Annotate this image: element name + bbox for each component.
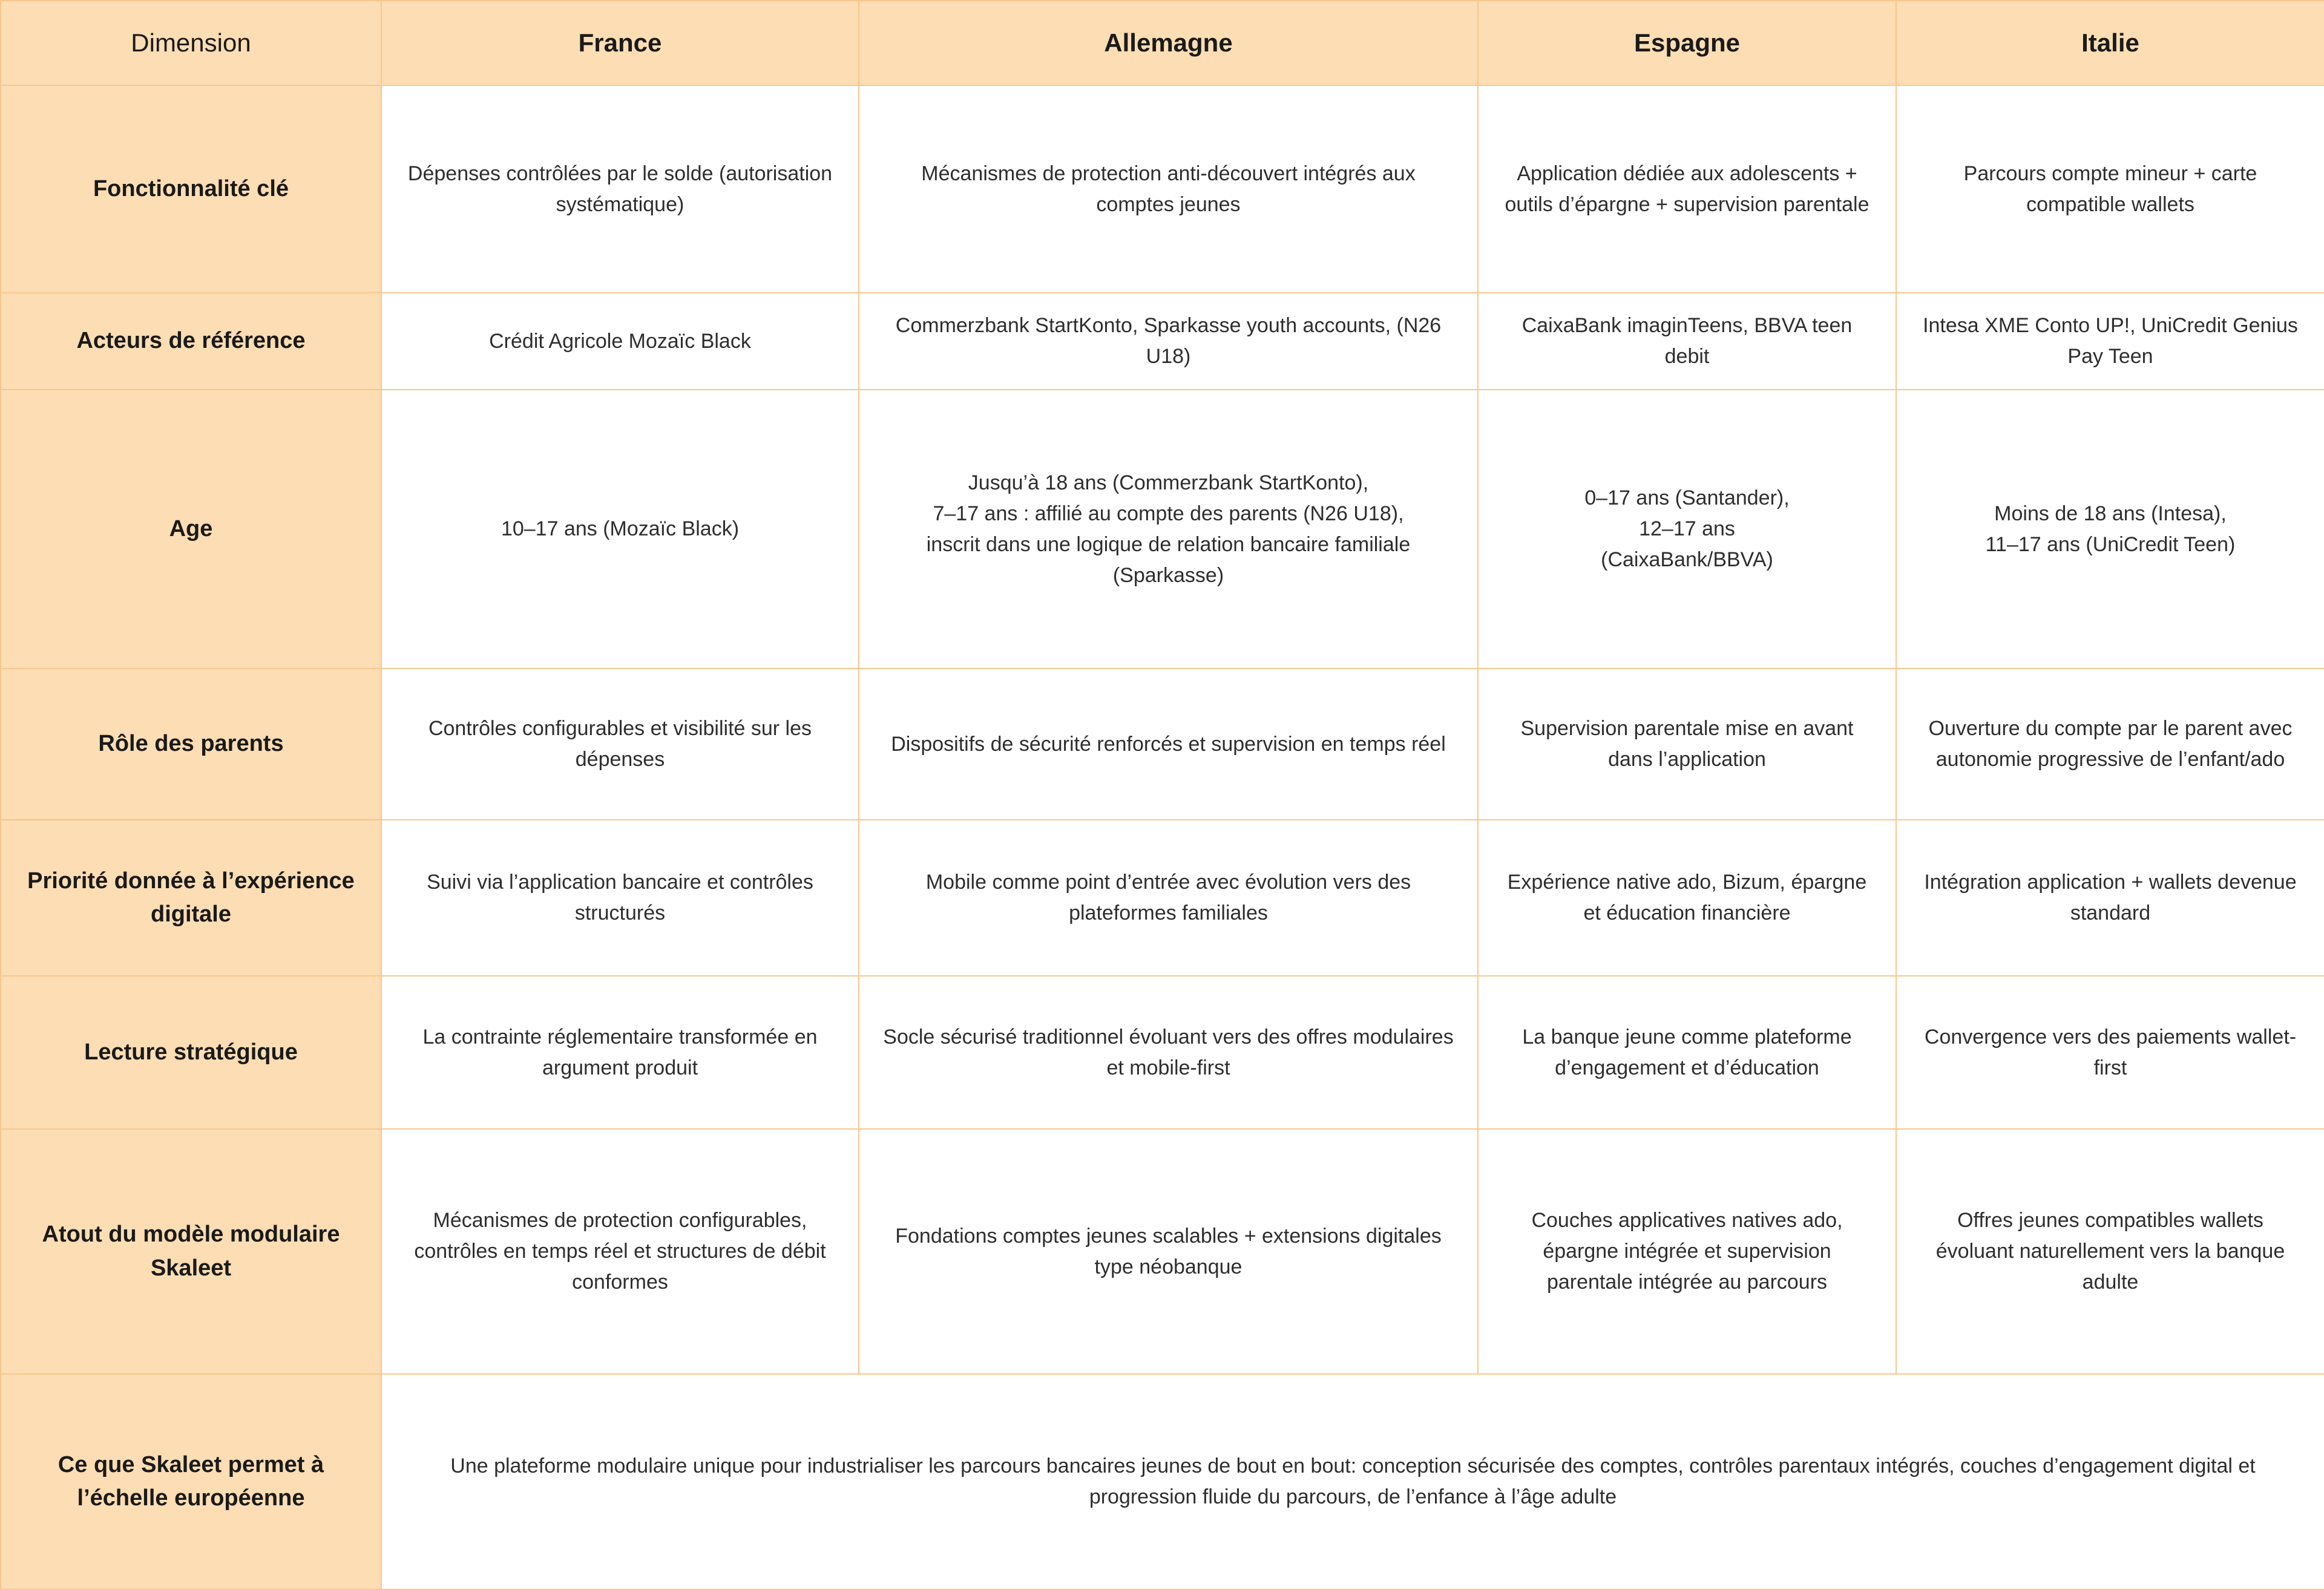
row-label: Priorité donnée à l’expérience digitale [0,819,382,977]
table-cell: Dépenses contrôlées par le solde (autori… [381,85,859,293]
table-row: Rôle des parents Contrôles configurables… [0,668,2324,820]
table-cell: Socle sécurisé traditionnel évoluant ver… [858,975,1479,1130]
table-cell: Suivi via l’application bancaire et cont… [381,819,859,977]
table-cell: Intesa XME Conto UP!, UniCredit Genius P… [1896,292,2324,390]
table-cell: Ouverture du compte par le parent avec a… [1896,668,2324,820]
row-label: Atout du modèle modulaire Skaleet [0,1128,382,1375]
table-cell: CaixaBank imaginTeens, BBVA teen debit [1477,292,1897,390]
row-label: Acteurs de référence [0,292,382,390]
table-cell-summary: Une plateforme modulaire unique pour ind… [381,1373,2324,1590]
column-header-france: France [381,0,859,86]
table-cell: Offres jeunes compatibles wallets évolua… [1896,1128,2324,1375]
row-label: Rôle des parents [0,668,382,820]
table-cell: Supervision parentale mise en avant dans… [1477,668,1897,820]
table-cell: Mobile comme point d’entrée avec évoluti… [858,819,1479,977]
header-row: Dimension France Allemagne Espagne Itali… [0,0,2324,86]
table-row-summary: Ce que Skaleet permet à l’échelle europé… [0,1373,2324,1590]
column-header-italie: Italie [1896,0,2324,86]
table-row: Fonctionnalité clé Dépenses contrôlées p… [0,85,2324,293]
table-cell: 0–17 ans (Santander), 12–17 ans (CaixaBa… [1477,389,1897,669]
table-cell: Jusqu’à 18 ans (Commerzbank StartKonto),… [858,389,1479,669]
table-cell: Moins de 18 ans (Intesa), 11–17 ans (Uni… [1896,389,2324,669]
table-cell: La banque jeune comme plateforme d’engag… [1477,975,1897,1130]
table-cell: Dispositifs de sécurité renforcés et sup… [858,668,1479,820]
table-row: Atout du modèle modulaire Skaleet Mécani… [0,1128,2324,1375]
table-cell: La contrainte réglementaire transformée … [381,975,859,1130]
table-row: Priorité donnée à l’expérience digitale … [0,819,2324,977]
row-label: Fonctionnalité clé [0,85,382,293]
table-cell: Expérience native ado, Bizum, épargne et… [1477,819,1897,977]
table-cell: Application dédiée aux adolescents + out… [1477,85,1897,293]
row-label: Age [0,389,382,669]
row-label: Ce que Skaleet permet à l’échelle europé… [0,1373,382,1590]
column-header-allemagne: Allemagne [858,0,1479,86]
column-header-espagne: Espagne [1477,0,1897,86]
table-cell: Couches applicatives natives ado, épargn… [1477,1128,1897,1375]
table-cell: Mécanismes de protection anti-découvert … [858,85,1479,293]
table-cell: Parcours compte mineur + carte compatibl… [1896,85,2324,293]
table-cell: Convergence vers des paiements wallet-fi… [1896,975,2324,1130]
table-cell: 10–17 ans (Mozaïc Black) [381,389,859,669]
table-cell: Fondations comptes jeunes scalables + ex… [858,1128,1479,1375]
table-row: Age 10–17 ans (Mozaïc Black) Jusqu’à 18 … [0,389,2324,669]
table-cell: Intégration application + wallets devenu… [1896,819,2324,977]
table-cell: Mécanismes de protection configurables, … [381,1128,859,1375]
column-header-dimension: Dimension [0,0,382,86]
table-cell: Contrôles configurables et visibilité su… [381,668,859,820]
row-label: Lecture stratégique [0,975,382,1130]
table-cell: Crédit Agricole Mozaïc Black [381,292,859,390]
table-row: Lecture stratégique La contrainte réglem… [0,975,2324,1130]
table-cell: Commerzbank StartKonto, Sparkasse youth … [858,292,1479,390]
table-row: Acteurs de référence Crédit Agricole Moz… [0,292,2324,390]
